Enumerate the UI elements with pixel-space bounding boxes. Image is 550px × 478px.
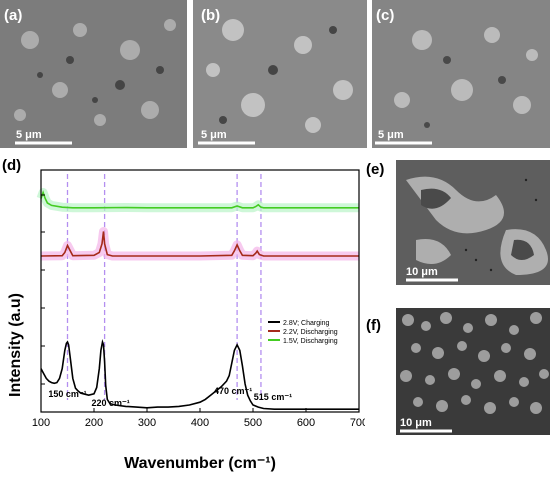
sem-image-a: (a) 5 μm xyxy=(0,0,187,148)
sem-texture-a: (a) 5 μm xyxy=(0,0,187,148)
panel-label-c: (c) xyxy=(376,7,394,24)
x-tick-label: 700 xyxy=(350,417,365,429)
scale-text-c: 5 μm xyxy=(378,129,404,141)
sem-texture-f: 10 μm xyxy=(396,308,550,435)
peak-annotation: 150 cm⁻¹ xyxy=(48,389,86,399)
scale-text-b: 5 μm xyxy=(201,129,227,141)
panel-label-a: (a) xyxy=(4,7,22,24)
x-tick-label: 400 xyxy=(191,417,209,429)
sem-texture-c: (c) 5 μm xyxy=(372,0,550,148)
sem-image-b: (b) 5 μm xyxy=(193,0,367,148)
sem-image-f: 10 μm xyxy=(396,308,550,435)
series-line xyxy=(40,231,359,257)
chart-legend: 2.8V; Charging 2.2V, Discharging 1.5V, Dis… xyxy=(268,320,338,345)
peak-annotation: 470 cm⁻¹ xyxy=(214,386,252,396)
scale-text-f: 10 μm xyxy=(400,417,432,429)
sem-texture-e: 10 μm xyxy=(396,160,550,285)
sem-texture-b: (b) 5 μm xyxy=(193,0,367,148)
legend-label: 2.2V, Discharging xyxy=(283,329,338,336)
side-labels: (e) (f) xyxy=(366,161,384,334)
legend-label: 2.8V; Charging xyxy=(283,320,330,327)
panel-label-e: (e) xyxy=(366,161,384,178)
panel-label-f: (f) xyxy=(366,317,381,334)
series-glow xyxy=(36,188,359,213)
series-glow xyxy=(40,227,359,261)
panel-label-b: (b) xyxy=(201,7,220,24)
legend-label: 1.5V, Discharging xyxy=(283,338,338,345)
peak-annotation: 515 cm⁻¹ xyxy=(254,392,292,402)
x-tick-label: 600 xyxy=(297,417,315,429)
sem-image-e: 10 μm xyxy=(396,160,550,285)
series-line xyxy=(40,190,359,209)
panel-label-d: (d) xyxy=(2,157,21,174)
x-tick-label: 100 xyxy=(32,417,50,429)
series-line xyxy=(40,338,359,410)
scale-text-e: 10 μm xyxy=(406,266,438,278)
x-tick-label: 500 xyxy=(244,417,262,429)
x-axis-title: Wavenumber (cm⁻¹) xyxy=(124,455,276,472)
x-tick-label: 300 xyxy=(138,417,156,429)
peak-annotation: 220 cm⁻¹ xyxy=(91,398,129,408)
x-tick-label: 200 xyxy=(85,417,103,429)
chart-axes: 100 200 300 400 500 600 700 xyxy=(32,169,365,429)
scale-text-a: 5 μm xyxy=(16,129,42,141)
y-axis-title: Intensity (a.u) xyxy=(7,293,24,397)
sem-image-c: (c) 5 μm xyxy=(372,0,550,148)
